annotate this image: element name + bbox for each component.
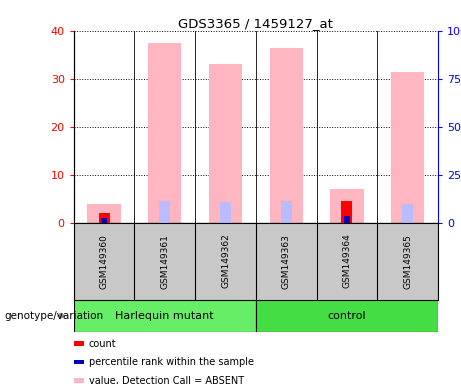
Bar <box>88 204 121 223</box>
Text: genotype/variation: genotype/variation <box>5 311 104 321</box>
Bar <box>402 204 413 223</box>
Text: control: control <box>328 311 366 321</box>
Bar <box>220 202 231 223</box>
Text: percentile rank within the sample: percentile rank within the sample <box>89 357 254 367</box>
Bar <box>99 213 110 223</box>
Text: count: count <box>89 339 116 349</box>
Text: GSM149365: GSM149365 <box>403 234 412 288</box>
Bar <box>281 200 292 223</box>
Text: GSM149361: GSM149361 <box>160 234 169 288</box>
Text: GSM149364: GSM149364 <box>343 234 351 288</box>
Bar <box>101 218 107 223</box>
Bar <box>343 216 350 223</box>
Bar <box>74 300 256 332</box>
Bar <box>209 64 242 223</box>
Text: value, Detection Call = ABSENT: value, Detection Call = ABSENT <box>89 376 243 384</box>
Title: GDS3365 / 1459127_at: GDS3365 / 1459127_at <box>178 17 333 30</box>
Text: Harlequin mutant: Harlequin mutant <box>116 311 214 321</box>
Bar <box>391 71 424 223</box>
Bar <box>256 300 438 332</box>
Bar <box>160 200 170 223</box>
Bar <box>270 48 303 223</box>
Text: GSM149362: GSM149362 <box>221 234 230 288</box>
Bar <box>330 189 364 223</box>
Text: GSM149360: GSM149360 <box>100 234 109 288</box>
Bar <box>148 43 182 223</box>
Bar <box>342 201 352 223</box>
Text: GSM149363: GSM149363 <box>282 234 291 288</box>
